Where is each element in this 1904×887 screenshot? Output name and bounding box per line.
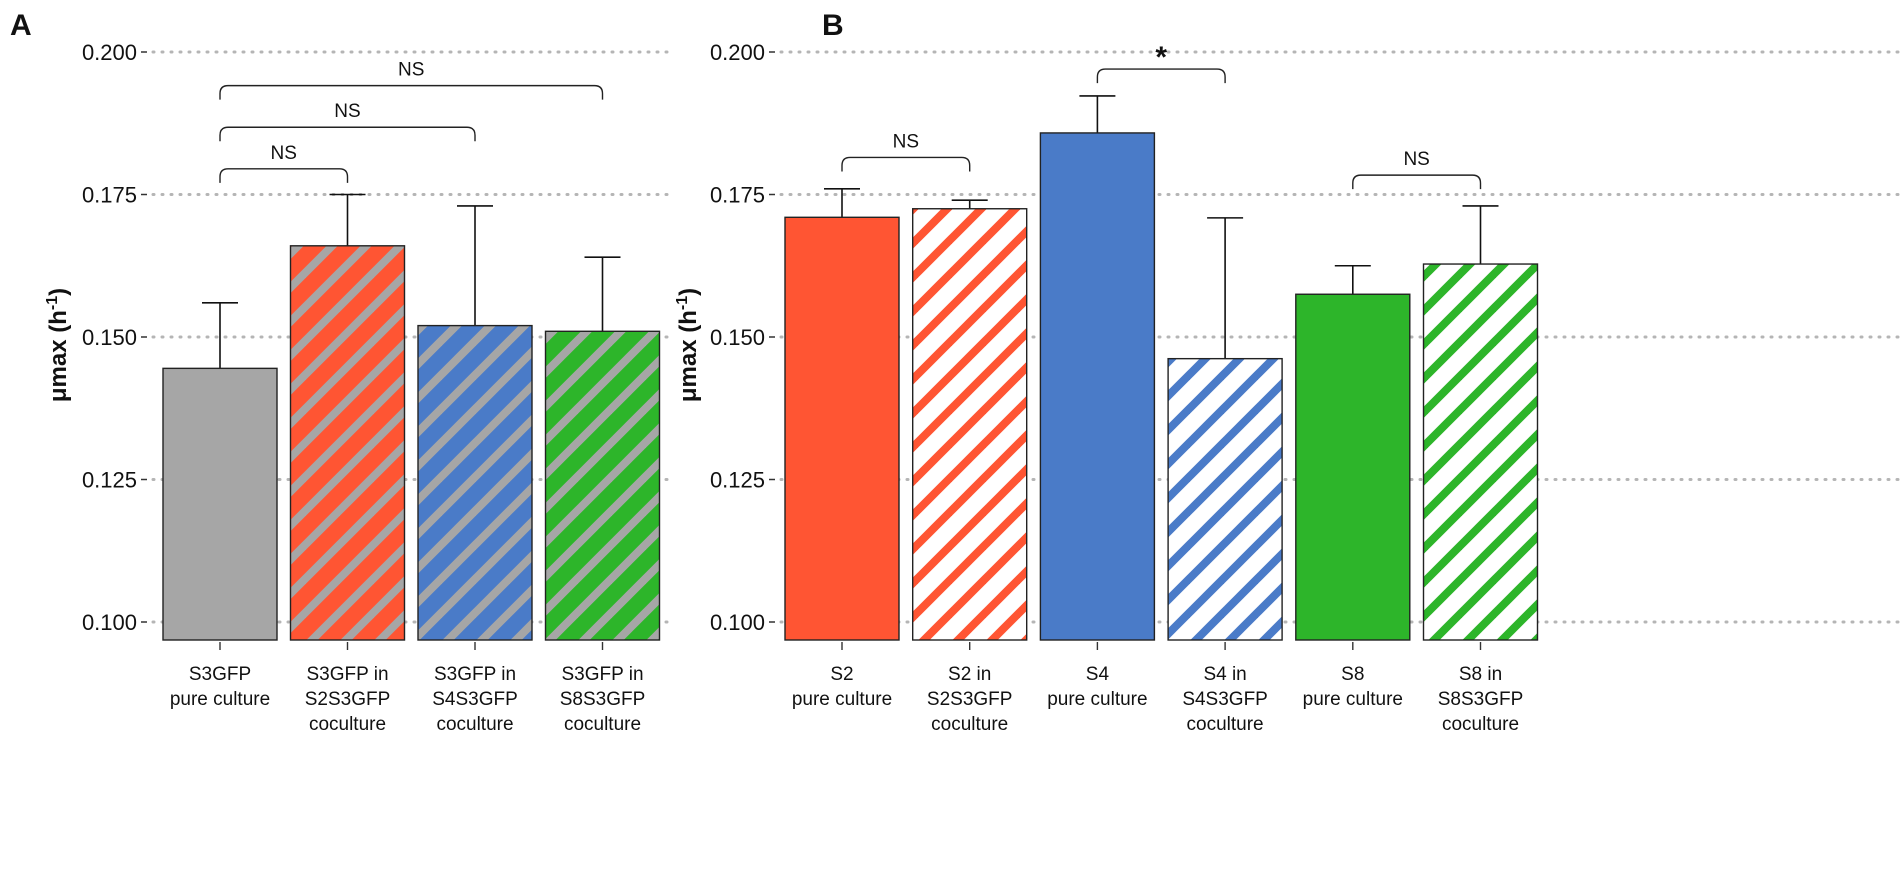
x-tick-label: coculture (1187, 714, 1264, 735)
y-tick-label: 0.125 (82, 468, 137, 493)
bar (1422, 263, 1539, 641)
x-tick-label: S4S3GFP (432, 689, 518, 710)
x-tick-label: S2 (830, 664, 853, 685)
y-tick-label: 0.175 (82, 183, 137, 208)
panel-a-letter: A (10, 9, 32, 42)
y-axis-label: μmax (h-1) (44, 288, 72, 402)
significance-label: NS (334, 101, 360, 122)
y-axis-label-close: ) (675, 288, 702, 296)
significance-label: NS (271, 143, 297, 164)
x-tick-label: coculture (931, 714, 1008, 735)
x-tick-label: coculture (436, 714, 513, 735)
x-tick-label: S2S3GFP (305, 689, 391, 710)
significance-label: NS (398, 60, 424, 81)
y-axis-label-close: ) (45, 288, 72, 296)
x-tick-label: S2 in (948, 664, 991, 685)
bar (912, 208, 1028, 641)
y-tick-label: 0.100 (710, 610, 765, 635)
x-tick-label: S3GFP (189, 664, 251, 685)
panel-b-chart: B 0.100 0.125 0.150 0.175 0.200 μmax (h-1) S2 p… (674, 9, 1904, 735)
y-axis-label: μmax (h-1) (674, 288, 702, 402)
significance-label: NS (893, 131, 919, 152)
x-tick-label: pure culture (170, 689, 270, 710)
y-axis-label-main: μmax (h (675, 310, 702, 402)
significance-bracket (1096, 68, 1226, 84)
significance-bracket (1352, 174, 1482, 190)
y-axis-label-superscript: -1 (44, 296, 61, 310)
x-tick-label: coculture (564, 714, 641, 735)
significance-bracket (219, 84, 604, 100)
bar (162, 367, 278, 641)
x-tick-label: pure culture (1047, 689, 1147, 710)
y-tick-label: 0.200 (710, 40, 765, 65)
significance-bracket (841, 156, 971, 172)
bar (417, 324, 533, 641)
bar (784, 216, 900, 641)
x-tick-label: S3GFP in (306, 664, 388, 685)
x-tick-label: S3GFP in (561, 664, 643, 685)
y-tick-label: 0.100 (82, 610, 137, 635)
panel-b-letter: B (822, 9, 844, 42)
x-tick-label: pure culture (792, 689, 892, 710)
y-axis-label-superscript: -1 (674, 296, 691, 310)
x-tick-label: S8S3GFP (560, 689, 646, 710)
x-tick-label: S4S3GFP (1182, 689, 1268, 710)
x-tick-label: S8 in (1459, 664, 1502, 685)
x-tick-label: S3GFP in (434, 664, 516, 685)
significance-label: * (1155, 41, 1167, 74)
bar (1295, 293, 1411, 641)
x-tick-label: coculture (1442, 714, 1519, 735)
y-tick-label: 0.150 (710, 325, 765, 350)
panel-a-chart: A 0.100 0.125 0.150 0.175 0.200 μmax (h-1) S3G… (10, 9, 670, 735)
y-tick-label: 0.150 (82, 325, 137, 350)
bar (1167, 357, 1283, 641)
bar (544, 330, 661, 641)
x-tick-label: S8 (1341, 664, 1364, 685)
x-tick-label: S4 (1086, 664, 1110, 685)
bar (289, 245, 406, 641)
y-tick-label: 0.175 (710, 183, 765, 208)
significance-bracket (219, 126, 476, 142)
x-tick-label: S8S3GFP (1438, 689, 1524, 710)
x-tick-label: pure culture (1303, 689, 1403, 710)
x-tick-label: S4 in (1203, 664, 1246, 685)
y-tick-label: 0.125 (710, 468, 765, 493)
significance-label: NS (1403, 149, 1429, 170)
y-tick-label: 0.200 (82, 40, 137, 65)
x-tick-label: coculture (309, 714, 386, 735)
significance-bracket (219, 168, 349, 183)
x-tick-label: S2S3GFP (927, 689, 1013, 710)
y-axis-label-main: μmax (h (45, 310, 72, 402)
bar (1039, 132, 1156, 641)
